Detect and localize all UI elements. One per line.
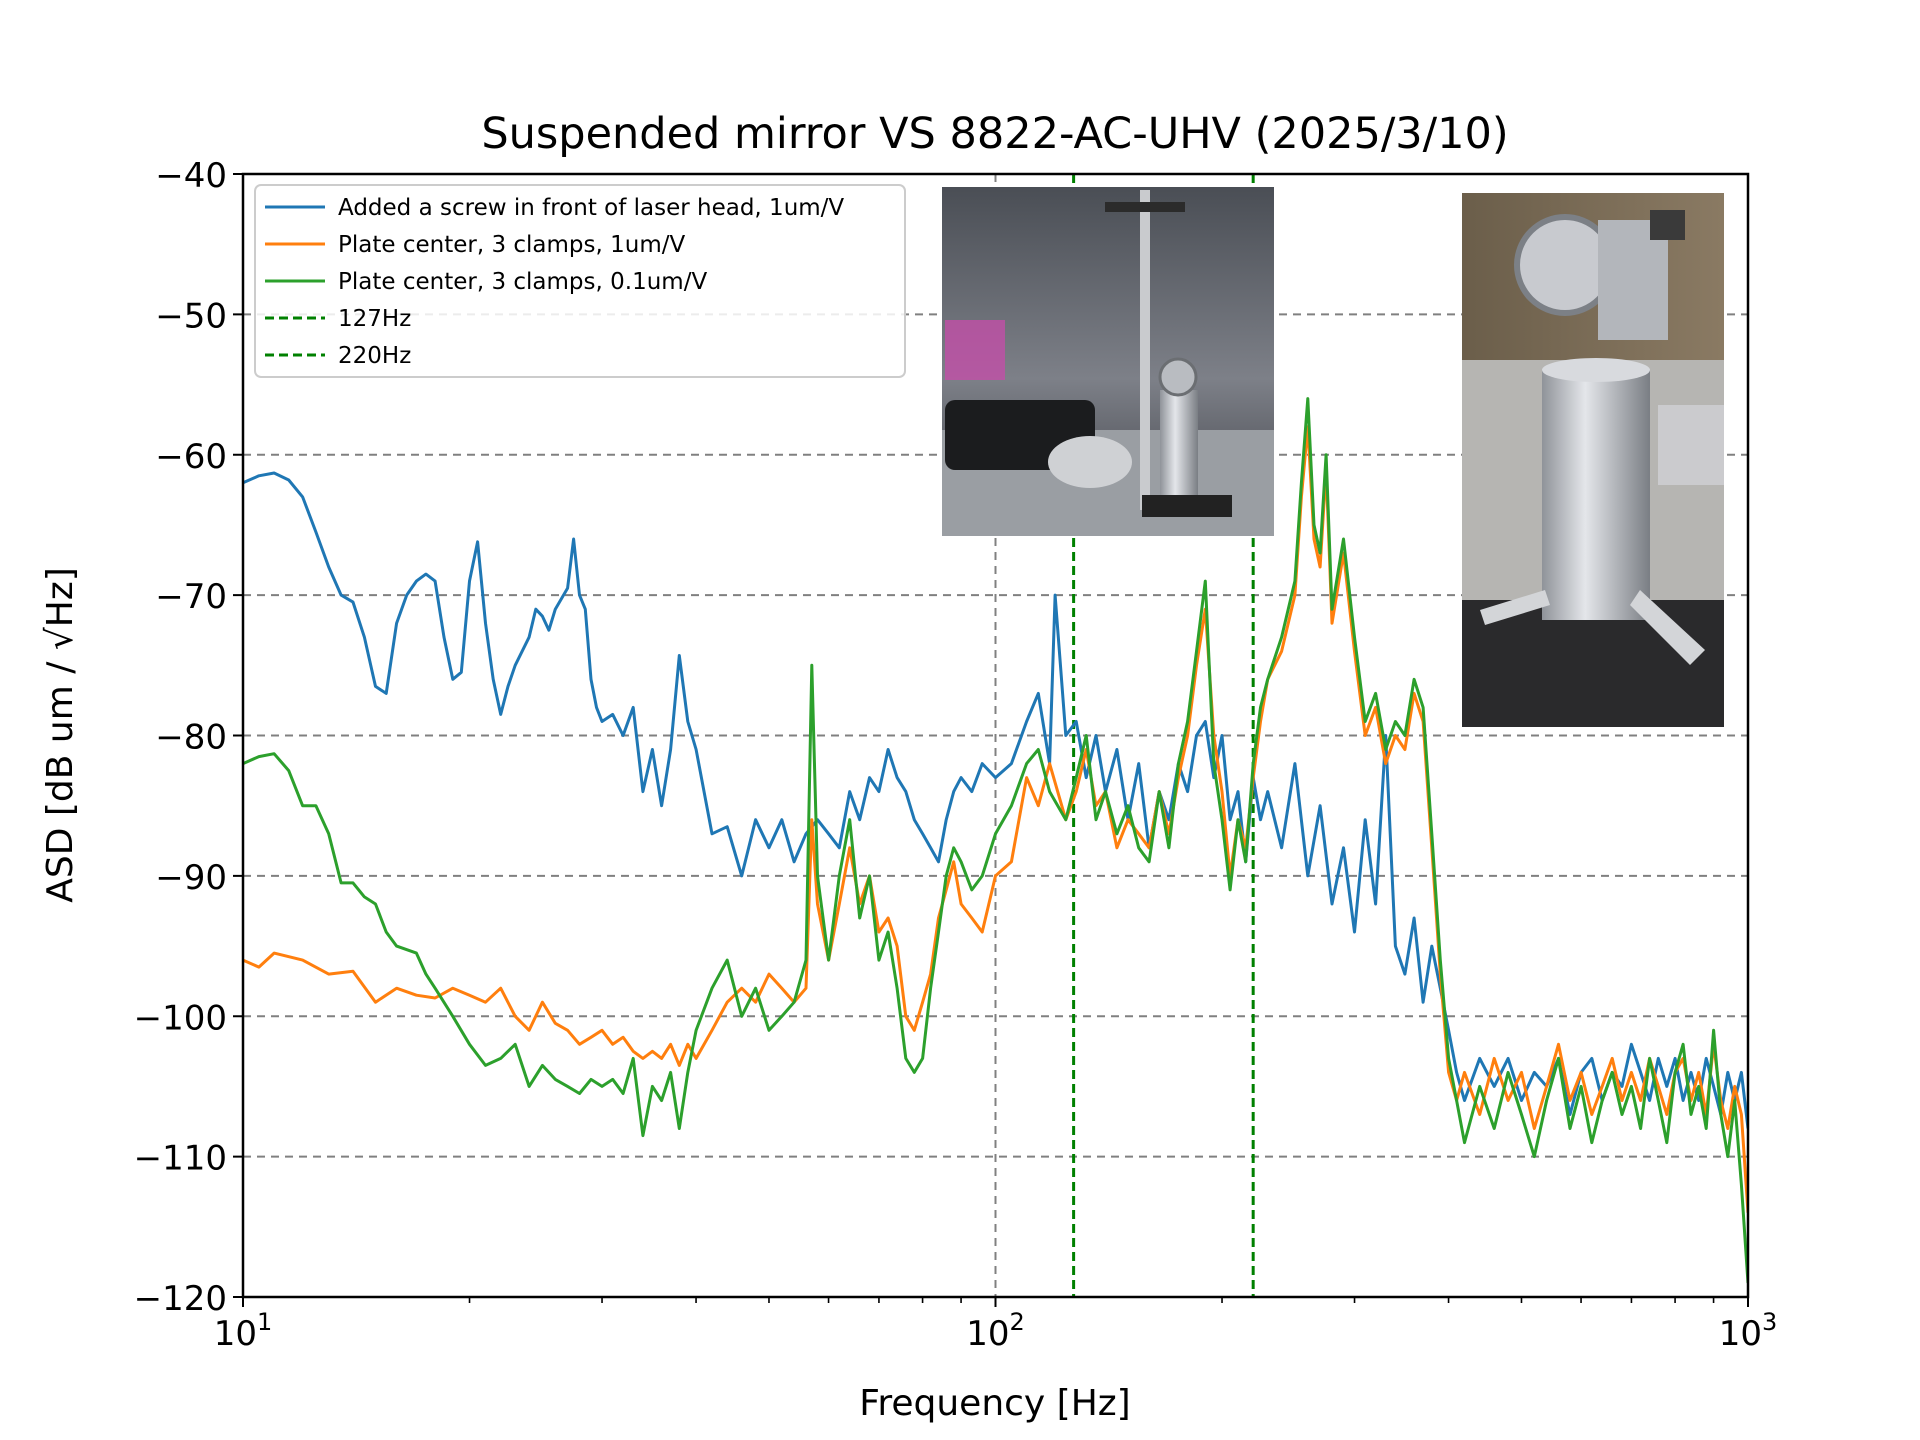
- series-line: [243, 397, 1748, 1284]
- y-tick-label: −100: [134, 998, 227, 1038]
- axis-ticks: −120 −110 −100 −90 −80 −70 −60 −50 −40 101 102 103: [134, 156, 1778, 1354]
- inset-photo-setup: [942, 187, 1274, 536]
- y-tick-label: −50: [155, 296, 227, 336]
- inset-photo-closeup: [1462, 193, 1724, 727]
- x-tick-label: 101: [214, 1308, 273, 1354]
- y-tick-label: −60: [155, 437, 227, 477]
- y-tick-label: −110: [134, 1139, 227, 1179]
- y-tick-label: −70: [155, 577, 227, 617]
- x-tick-label: 102: [966, 1308, 1025, 1354]
- legend-label: 127Hz: [338, 306, 411, 332]
- y-tick-label: −40: [155, 156, 227, 196]
- y-tick-label: −80: [155, 718, 227, 758]
- series-lines: [243, 397, 1748, 1284]
- legend-label: Added a screw in front of laser head, 1u…: [338, 195, 844, 221]
- x-tick-label: 103: [1719, 1308, 1778, 1354]
- y-axis-label: ASD [dB um / √Hz]: [40, 567, 81, 903]
- legend-label: Plate center, 3 clamps, 1um/V: [338, 232, 686, 258]
- y-tick-label: −90: [155, 858, 227, 898]
- legend: Added a screw in front of laser head, 1u…: [254, 184, 906, 378]
- chart-title: Suspended mirror VS 8822-AC-UHV (2025/3/…: [481, 109, 1508, 159]
- series-line: [243, 425, 1748, 1213]
- legend-label: 220Hz: [338, 343, 411, 369]
- x-axis-label: Frequency [Hz]: [859, 1383, 1130, 1424]
- y-tick-label: −120: [134, 1279, 227, 1319]
- legend-label: Plate center, 3 clamps, 0.1um/V: [338, 269, 707, 295]
- series-line: [243, 471, 1748, 1129]
